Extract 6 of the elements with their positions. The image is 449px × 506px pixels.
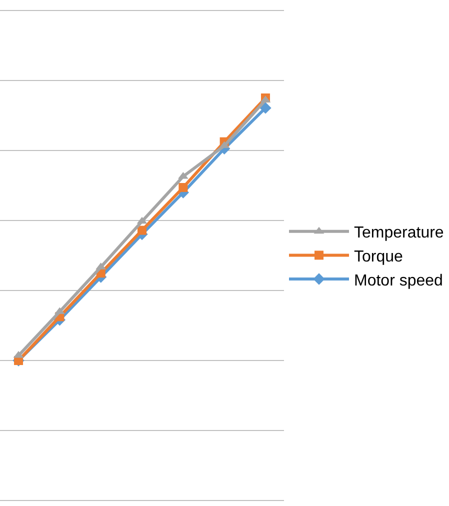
point: [138, 226, 146, 235]
legend-label: Torque: [354, 248, 404, 266]
legend-label: Motor speed: [354, 272, 443, 290]
legend-label: Temperature: [354, 224, 444, 242]
point: [178, 183, 188, 192]
point: [260, 102, 272, 114]
